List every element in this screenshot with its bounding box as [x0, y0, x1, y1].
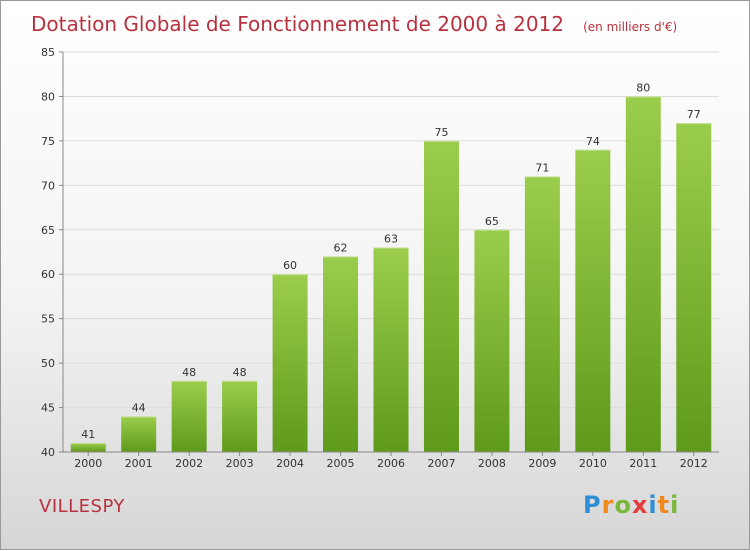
- y-tick-label: 45: [41, 402, 55, 415]
- x-tick-label: 2010: [579, 457, 607, 470]
- chart-title: Dotation Globale de Fonctionnement de 20…: [31, 12, 564, 36]
- logo-letter: r: [601, 491, 615, 519]
- y-tick-label: 85: [41, 46, 55, 59]
- y-tick-label: 70: [41, 179, 55, 192]
- bar-value-label: 65: [485, 215, 499, 228]
- chart-subtitle: (en milliers d'€): [583, 20, 677, 34]
- y-tick-label: 75: [41, 135, 55, 148]
- bar-value-label: 77: [687, 108, 701, 121]
- bar: [474, 229, 510, 452]
- proxiti-logo: Proxiti: [583, 491, 679, 519]
- x-tick-label: 2006: [377, 457, 405, 470]
- bar: [575, 149, 611, 452]
- logo-letter: t: [657, 491, 671, 519]
- x-tick-label: 2004: [276, 457, 304, 470]
- bar: [323, 256, 359, 452]
- bar-value-label: 63: [384, 233, 398, 246]
- bar: [423, 140, 459, 452]
- y-tick-label: 60: [41, 268, 55, 281]
- logo-letter: i: [670, 491, 680, 519]
- x-tick-label: 2012: [680, 457, 708, 470]
- bar: [272, 274, 308, 452]
- x-tick-label: 2000: [74, 457, 102, 470]
- bar-value-label: 62: [334, 241, 348, 254]
- x-tick-label: 2011: [629, 457, 657, 470]
- bar-value-label: 75: [434, 126, 448, 139]
- x-tick-label: 2002: [175, 457, 203, 470]
- bar-value-label: 41: [81, 428, 95, 441]
- commune-name: VILLESPY: [39, 496, 125, 517]
- bar: [373, 247, 409, 452]
- bar: [625, 96, 661, 452]
- bar: [171, 380, 207, 452]
- chart-title-line: Dotation Globale de Fonctionnement de 20…: [31, 12, 677, 36]
- y-tick-label: 40: [41, 446, 55, 459]
- logo-letter: P: [583, 491, 602, 519]
- x-tick-label: 2007: [427, 457, 455, 470]
- x-tick-label: 2003: [226, 457, 254, 470]
- bar-value-label: 44: [132, 401, 146, 414]
- y-tick-label: 80: [41, 90, 55, 103]
- bar-value-label: 80: [636, 81, 650, 94]
- bar-value-label: 74: [586, 135, 600, 148]
- y-axis: 40 45 50 55 60 65 70 75 80 85: [41, 46, 64, 459]
- bar-value-label: 48: [182, 366, 196, 379]
- y-tick-label: 50: [41, 357, 55, 370]
- bar: [70, 443, 106, 452]
- bar: [222, 380, 258, 452]
- x-tick-label: 2008: [478, 457, 506, 470]
- x-axis: 2000 2001 2002 2003 2004 2005 2006 2007 2008 2009…: [63, 451, 719, 470]
- logo-letter: x: [631, 491, 649, 519]
- logo-letter: o: [614, 491, 632, 519]
- bar-value-label: 48: [233, 366, 247, 379]
- x-tick-label: 2001: [125, 457, 153, 470]
- bars: 41 44 48 48 60 62 63 75 65 71 74 80 77: [70, 81, 712, 452]
- x-tick-label: 2005: [327, 457, 355, 470]
- bar: [121, 416, 157, 452]
- y-tick-label: 55: [41, 313, 55, 326]
- bar: [676, 123, 712, 452]
- bar-value-label: 71: [535, 161, 549, 174]
- logo-letter: i: [648, 491, 658, 519]
- bar: [524, 176, 560, 452]
- bar-value-label: 60: [283, 259, 297, 272]
- y-tick-label: 65: [41, 224, 55, 237]
- x-tick-label: 2009: [528, 457, 556, 470]
